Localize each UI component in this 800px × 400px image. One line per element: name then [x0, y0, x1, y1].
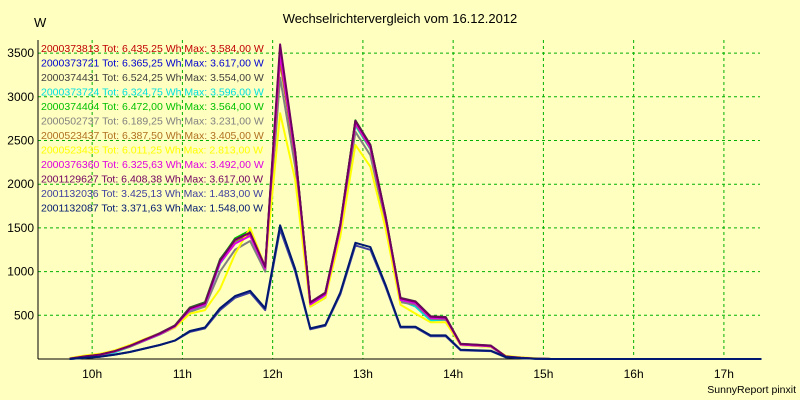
y-tick-label: 2500	[7, 134, 34, 148]
legend-entry-2000374404: 2000374404 Tot: 6.472,00 Wh Max: 3.564,0…	[41, 101, 264, 113]
legend-entry-2000502737: 2000502737 Tot: 6.189,25 Wh Max: 3.231,0…	[41, 116, 264, 128]
x-tick-label: 12h	[263, 367, 283, 381]
series-lines	[69, 43, 762, 360]
x-tick-label: 14h	[443, 367, 463, 381]
y-axis-unit: W	[34, 15, 47, 30]
x-tick-labels: 10h 11h 12h 13h 14h 15h 16h 17h	[82, 367, 734, 381]
legend-entry-2001132087: 2001132087 Tot: 3.371,63 Wh Max: 1.548,0…	[41, 203, 263, 215]
x-tick-label: 10h	[82, 367, 102, 381]
x-tick-label: 16h	[624, 367, 644, 381]
legend-entry-2000376360: 2000376360 Tot: 6.325,63 Wh Max: 3.492,0…	[41, 159, 264, 171]
series-line-2001132087	[69, 224, 762, 360]
x-tick-label: 11h	[173, 367, 192, 381]
plot-area	[38, 40, 760, 359]
legend-entry-2000523437: 2000523437 Tot: 6.387,50 Wh Max: 3.405,0…	[41, 130, 264, 142]
x-tick-label: 13h	[353, 367, 373, 381]
grid-lines	[38, 40, 760, 359]
y-tick-label: 3500	[7, 46, 34, 60]
y-tick-label: 2000	[7, 177, 34, 191]
y-tick-label: 1000	[7, 265, 34, 279]
legend-entry-2000373724: 2000373724 Tot: 6.324,75 Wh Max: 3.596,0…	[41, 87, 264, 99]
x-tick-label: 15h	[533, 367, 553, 381]
legend-entry-2000373721: 2000373721 Tot: 6.365,25 Wh Max: 3.617,0…	[41, 58, 264, 70]
x-tick-label: 17h	[714, 367, 734, 381]
legend-entry-2001129627: 2001129627 Tot: 6.408,38 Wh Max: 3.617,0…	[41, 174, 263, 186]
legend: 2000373813 Tot: 6.435,25 Wh Max: 3.584,0…	[41, 43, 264, 215]
y-tick-label: 3000	[7, 90, 34, 104]
chart-title: Wechselrichtervergleich vom 16.12.2012	[283, 11, 518, 26]
legend-entry-2000523435: 2000523435 Tot: 6.011,25 Wh Max: 2.813,0…	[41, 145, 263, 157]
legend-entry-2000374431: 2000374431 Tot: 6.524,25 Wh Max: 3.554,0…	[41, 72, 264, 84]
y-tick-label: 500	[14, 308, 34, 322]
credit-text: SunnyReport pinxit	[707, 384, 796, 396]
y-tick-labels: 500 1000 1500 2000 2500 3000 3500	[7, 46, 34, 322]
legend-entry-2000373813: 2000373813 Tot: 6.435,25 Wh Max: 3.584,0…	[41, 43, 264, 55]
legend-entry-2001132036: 2001132036 Tot: 3.425,13 Wh Max: 1.483,0…	[41, 188, 263, 200]
y-tick-label: 1500	[7, 221, 34, 235]
